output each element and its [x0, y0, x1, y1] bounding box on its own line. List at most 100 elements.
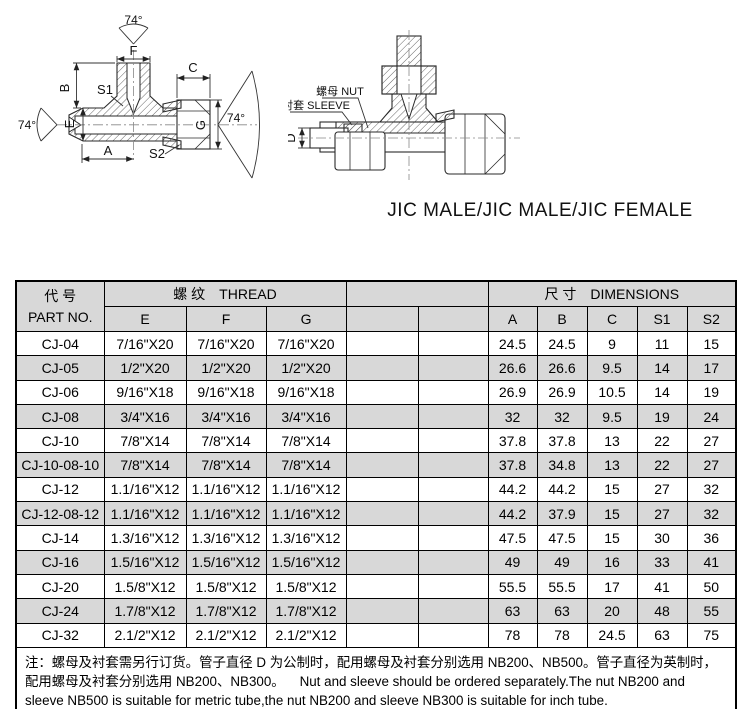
value-cell: 14	[636, 355, 688, 381]
dimensions-table: 代 号 PART NO. 螺 纹 THREAD 尺 寸 DIMENSIONS E F…	[15, 280, 738, 709]
value-cell: 11	[636, 330, 688, 357]
value-cell: 7/8"X14	[185, 452, 267, 478]
value-cell: 9.5	[586, 355, 638, 381]
value-cell: 19	[686, 379, 737, 405]
value-cell: 1.3/16"X12	[103, 525, 187, 551]
value-cell: 32	[487, 403, 538, 430]
value-cell: 37.8	[536, 428, 588, 454]
part-no-cn: 代 号	[44, 288, 77, 305]
value-cell	[345, 355, 419, 381]
value-cell	[417, 501, 489, 527]
dim-label-a: A	[104, 143, 113, 158]
value-cell: 27	[686, 452, 737, 478]
part-no-cell: CJ-06	[15, 379, 105, 405]
sleeve-label: 衬套 SLEEVE	[288, 99, 350, 112]
value-cell	[417, 379, 489, 405]
value-cell: 27	[636, 501, 688, 527]
dim-label-e: E	[62, 119, 77, 128]
col-header-s1: S1	[636, 306, 688, 332]
value-cell: 19	[636, 403, 688, 430]
value-cell: 9/16"X18	[265, 379, 347, 405]
table-row: CJ-06 9/16"X18 9/16"X18 9/16"X18 26.9 26.9 10.…	[15, 379, 737, 405]
note-text: 注：螺母及衬套需另行订货。管子直径 D 为公制时，配用螺母及衬套分别选用 NB2…	[15, 646, 737, 709]
value-cell: 1.7/8"X12	[265, 598, 347, 624]
wrench-label-s1: S1	[97, 82, 113, 97]
value-cell: 44.2	[487, 501, 538, 527]
value-cell: 16	[586, 549, 638, 575]
value-cell: 2.1/2"X12	[265, 622, 347, 648]
dim-label-b: B	[57, 84, 72, 93]
part-no-cell: CJ-14	[15, 525, 105, 551]
value-cell: 1.5/16"X12	[185, 549, 267, 575]
value-cell: 17	[686, 355, 737, 381]
value-cell: 20	[586, 598, 638, 624]
value-cell	[345, 525, 419, 551]
value-cell	[417, 622, 489, 648]
value-cell	[417, 549, 489, 575]
value-cell	[345, 501, 419, 527]
col-header-f: F	[185, 306, 267, 332]
col-header-s2: S2	[686, 306, 737, 332]
value-cell: 32	[686, 501, 737, 527]
col-header-dimensions: 尺 寸 DIMENSIONS	[487, 280, 737, 307]
part-no-cell: CJ-05	[15, 355, 105, 381]
value-cell: 9/16"X18	[185, 379, 267, 405]
col-header-blank-1	[345, 306, 419, 332]
value-cell: 55	[686, 598, 737, 624]
value-cell: 14	[636, 379, 688, 405]
value-cell	[417, 403, 489, 430]
part-no-cell: CJ-20	[15, 573, 105, 600]
part-no-en: PART NO.	[27, 308, 93, 325]
angle-label-right: 74°	[227, 111, 245, 125]
value-cell: 9/16"X18	[103, 379, 187, 405]
angle-label-top: 74°	[124, 13, 142, 27]
value-cell: 1.3/16"X12	[265, 525, 347, 551]
value-cell: 15	[686, 330, 737, 357]
value-cell: 9	[586, 330, 638, 357]
value-cell: 15	[586, 476, 638, 503]
value-cell: 37.9	[536, 501, 588, 527]
value-cell: 24.5	[586, 622, 638, 648]
nut-part	[334, 131, 386, 171]
value-cell: 3/4"X16	[185, 403, 267, 430]
value-cell	[417, 598, 489, 624]
col-header-a: A	[487, 306, 538, 332]
value-cell: 7/8"X14	[103, 428, 187, 454]
right-technical-drawing: 螺母 NUT 衬套 SLEEVE D	[288, 30, 520, 180]
col-header-thread: 螺 纹 THREAD	[103, 280, 347, 307]
value-cell	[345, 622, 419, 648]
value-cell: 7/16"X20	[103, 330, 187, 357]
col-header-part-no: 代 号 PART NO.	[15, 280, 105, 332]
product-title: JIC MALE/JIC MALE/JIC FEMALE	[387, 200, 693, 221]
value-cell	[417, 452, 489, 478]
value-cell	[417, 428, 489, 454]
table-row: CJ-16 1.5/16"X12 1.5/16"X12 1.5/16"X12 49 49 1…	[15, 549, 737, 575]
value-cell: 22	[636, 452, 688, 478]
value-cell: 1.1/16"X12	[103, 501, 187, 527]
wrench-label-s2: S2	[149, 146, 165, 161]
value-cell: 26.9	[536, 379, 588, 405]
value-cell	[345, 330, 419, 357]
part-no-cell: CJ-16	[15, 549, 105, 575]
value-cell: 49	[536, 549, 588, 575]
part-no-cell: CJ-24	[15, 598, 105, 624]
value-cell: 36	[686, 525, 737, 551]
value-cell: 30	[636, 525, 688, 551]
value-cell: 55.5	[536, 573, 588, 600]
col-header-blank-2	[417, 306, 489, 332]
value-cell: 78	[536, 622, 588, 648]
col-header-b: B	[536, 306, 588, 332]
table-row: CJ-14 1.3/16"X12 1.3/16"X12 1.3/16"X12 47.5 4…	[15, 525, 737, 551]
value-cell	[345, 549, 419, 575]
table-row: CJ-10-08-10 7/8"X14 7/8"X14 7/8"X14 37.8 34.8…	[15, 452, 737, 478]
value-cell: 17	[586, 573, 638, 600]
value-cell: 3/4"X16	[265, 403, 347, 430]
value-cell	[345, 598, 419, 624]
value-cell: 27	[686, 428, 737, 454]
value-cell: 32	[686, 476, 737, 503]
value-cell: 44.2	[536, 476, 588, 503]
value-cell: 1.1/16"X12	[185, 501, 267, 527]
table-row: CJ-12-08-12 1.1/16"X12 1.1/16"X12 1.1/16"X1…	[15, 501, 737, 527]
value-cell: 1/2"X20	[265, 355, 347, 381]
